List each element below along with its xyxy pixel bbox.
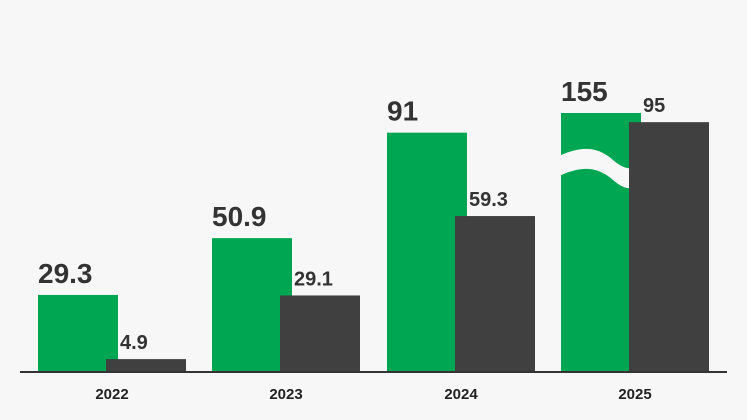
data-label-primary-2022: 29.3: [38, 258, 93, 289]
bar-secondary-2023: [280, 295, 360, 372]
bar-secondary-2022: [106, 359, 186, 372]
bar-secondary-2024: [455, 216, 535, 372]
data-label-secondary-2024: 59.3: [469, 189, 508, 211]
data-label-secondary-2023: 29.1: [294, 268, 333, 290]
x-tick-2022: 2022: [95, 386, 128, 403]
x-tick-2025: 2025: [618, 386, 651, 403]
x-tick-2024: 2024: [444, 386, 478, 403]
bar-primary-2022: [38, 294, 118, 372]
data-label-primary-2025: 155: [561, 76, 608, 107]
bars-layer: [38, 113, 709, 373]
data-label-secondary-2022: 4.9: [120, 332, 148, 354]
data-label-primary-2023: 50.9: [212, 201, 267, 232]
labels-layer: 29.3 4.9 50.9 29.1 91 59.3 155 95: [38, 76, 665, 354]
bar-primary-2023: [212, 238, 292, 372]
x-axis-ticks: 2022 2023 2024 2025: [95, 386, 651, 403]
data-label-secondary-2025: 95: [643, 95, 665, 117]
bar-secondary-2025: [629, 122, 709, 373]
data-label-primary-2024: 91: [387, 96, 418, 127]
bar-primary-2024: [387, 132, 467, 372]
x-tick-2023: 2023: [269, 386, 302, 403]
axis-break-2025: [559, 148, 643, 189]
